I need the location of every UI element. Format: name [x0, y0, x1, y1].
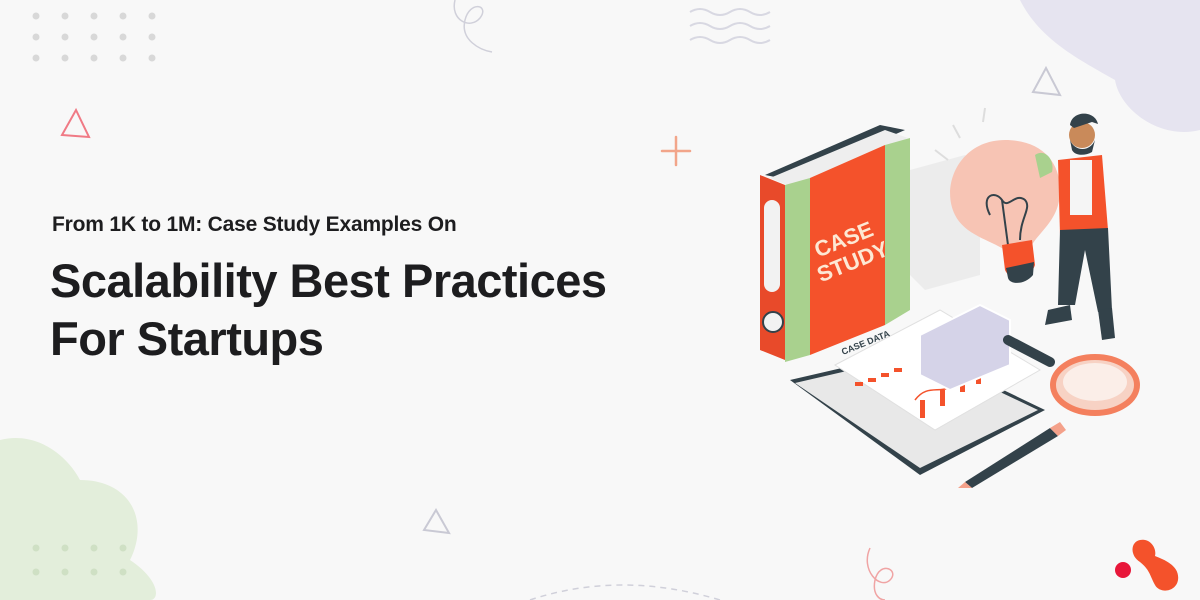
- headline-line-1: Scalability Best Practices: [50, 254, 607, 307]
- headline-line-2: For Startups: [50, 312, 324, 365]
- blob-bottom-left: [0, 438, 156, 600]
- wave-lines-icon: [689, 8, 771, 44]
- case-data-folder: CASE DATA: [790, 303, 1045, 475]
- banner-subtitle: From 1K to 1M: Case Study Examples On: [52, 213, 457, 236]
- swirl-decoration: [453, 0, 493, 53]
- swirl-decoration: [866, 547, 894, 600]
- binder: CASE STUDY: [760, 125, 910, 362]
- logo-icon: [1115, 539, 1179, 591]
- person: [1035, 113, 1115, 340]
- triangle-icon: [422, 508, 451, 535]
- plus-icon: [660, 135, 692, 167]
- triangle-icon: [1031, 65, 1062, 97]
- dot-grid-icon: [32, 12, 156, 62]
- dashed-arc: [529, 584, 721, 600]
- case-study-illustration: CASE STUDY CASE DATA: [760, 107, 1140, 488]
- banner-headline: Scalability Best Practices For Startups: [50, 252, 607, 368]
- image-card: [919, 303, 1011, 392]
- magnifying-glass: [1003, 335, 1140, 416]
- blob-top-right: [1020, 0, 1200, 132]
- dot-grid-icon: [32, 544, 127, 576]
- light-bulb: [934, 107, 1060, 283]
- pencil: [958, 422, 1066, 488]
- triangle-icon: [60, 107, 91, 139]
